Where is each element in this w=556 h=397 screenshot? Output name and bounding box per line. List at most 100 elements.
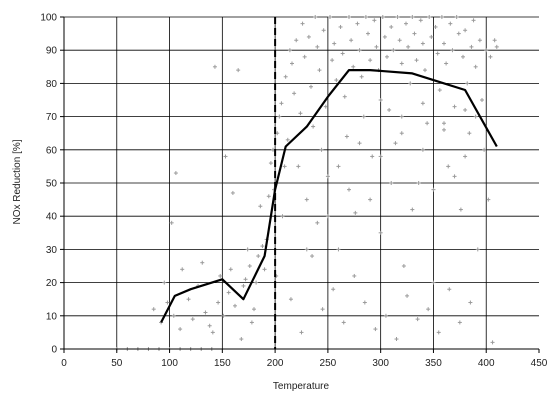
data-point <box>391 48 396 53</box>
data-point <box>252 307 256 312</box>
data-point <box>254 280 259 285</box>
y-tick-label: 80 <box>46 79 58 90</box>
data-point <box>266 194 271 199</box>
data-point <box>241 283 246 288</box>
data-point <box>492 38 497 43</box>
data-point <box>389 24 394 29</box>
data-point <box>416 181 421 185</box>
data-point <box>484 48 489 53</box>
data-point <box>243 277 248 282</box>
data-point <box>431 187 436 192</box>
data-point <box>279 101 284 106</box>
data-point <box>304 197 309 202</box>
data-point <box>431 280 436 285</box>
data-point <box>344 134 349 139</box>
data-point <box>285 137 290 142</box>
data-point <box>385 54 389 59</box>
data-point <box>357 48 362 53</box>
data-point <box>374 44 379 49</box>
y-tick-label: 10 <box>46 311 58 322</box>
data-point <box>218 273 223 278</box>
x-tick-label: 250 <box>320 358 337 369</box>
grid <box>64 16 539 349</box>
data-point <box>442 121 446 126</box>
data-point <box>210 330 215 335</box>
data-point <box>410 207 415 212</box>
data-point <box>461 54 465 59</box>
x-tick-label: 450 <box>531 358 548 369</box>
data-point <box>401 264 406 268</box>
trend-line <box>160 69 498 323</box>
data-point <box>444 61 449 66</box>
data-point <box>290 61 294 66</box>
data-point <box>399 114 404 119</box>
data-point <box>359 74 364 79</box>
data-point <box>288 297 293 302</box>
y-tick-label: 100 <box>40 13 57 24</box>
data-point <box>223 154 228 159</box>
data-point <box>490 340 495 345</box>
x-tick-label: 150 <box>214 358 231 369</box>
data-point <box>230 190 235 195</box>
data-point <box>249 320 254 325</box>
y-tick-label: 50 <box>46 179 58 190</box>
data-point <box>420 101 425 106</box>
y-axis-title: NOx Reduction [%] <box>12 139 23 224</box>
data-point <box>336 247 341 252</box>
data-point <box>436 330 441 335</box>
x-tick-label: 0 <box>61 358 67 369</box>
data-point <box>328 15 332 19</box>
data-point <box>323 104 328 109</box>
data-point <box>262 267 267 272</box>
data-point <box>313 15 318 19</box>
data-point <box>334 78 339 83</box>
data-point <box>423 68 427 73</box>
data-point <box>448 21 453 26</box>
data-point <box>299 330 304 335</box>
data-point <box>414 58 419 63</box>
data-point <box>442 127 446 132</box>
data-point <box>260 244 265 249</box>
data-point <box>169 220 174 225</box>
data-point <box>347 187 351 192</box>
data-point <box>394 337 399 342</box>
x-tick-label: 300 <box>372 358 389 369</box>
data-point <box>410 15 415 19</box>
data-point <box>363 15 368 19</box>
data-point <box>331 287 336 292</box>
data-point <box>435 51 440 56</box>
data-point <box>362 300 367 305</box>
data-point <box>310 254 315 259</box>
data-point <box>180 267 185 272</box>
y-tick-label: 40 <box>46 212 58 223</box>
data-point <box>378 98 383 102</box>
data-point <box>282 164 287 169</box>
data-point <box>361 114 366 119</box>
trend-line-layer <box>160 69 498 323</box>
data-point <box>468 300 473 305</box>
data-point <box>389 181 394 185</box>
x-tick-label: 200 <box>267 358 284 369</box>
data-point <box>418 18 423 23</box>
data-point <box>298 111 303 116</box>
data-point <box>212 64 217 69</box>
data-point <box>471 18 476 23</box>
axes: 0 50 100 150 200 250 300 350 400 450 0 10 20 30 40 50 60… <box>40 13 547 370</box>
data-point <box>309 84 313 89</box>
data-point <box>357 141 362 146</box>
data-point <box>226 290 231 295</box>
data-point <box>165 300 170 305</box>
data-point <box>306 34 311 39</box>
data-point <box>429 34 434 39</box>
data-point <box>300 21 305 26</box>
data-point <box>463 28 468 33</box>
data-point <box>294 38 299 43</box>
data-point <box>200 260 205 265</box>
data-point <box>473 64 478 69</box>
data-point <box>292 91 297 96</box>
data-point <box>173 171 178 176</box>
data-point <box>439 15 444 19</box>
data-point <box>162 280 167 285</box>
data-point <box>378 230 383 235</box>
data-point <box>317 68 322 73</box>
